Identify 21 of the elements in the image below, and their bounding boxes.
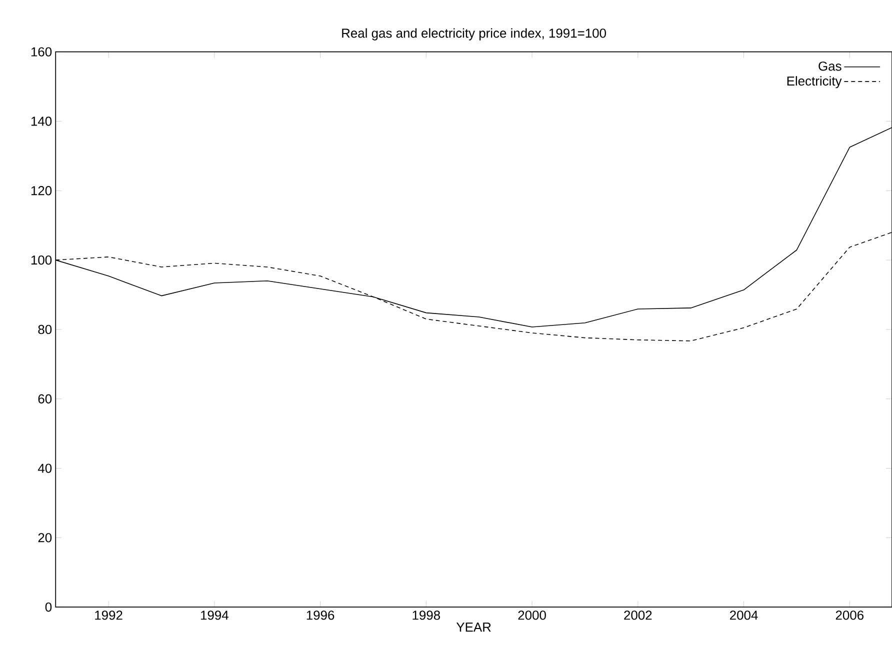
y-tick-label: 20	[38, 533, 52, 542]
y-tick-label: 0	[45, 602, 52, 612]
y-tick-label: 40	[38, 464, 52, 473]
x-tick-label: 2004	[730, 610, 758, 620]
x-tick-label: 1994	[200, 610, 228, 620]
y-tick-label: 100	[31, 256, 52, 265]
y-tick-label: 160	[31, 47, 52, 56]
y-tick-label: 120	[31, 186, 52, 196]
x-tick-label: 2002	[624, 610, 652, 620]
y-tick-label: 60	[38, 394, 52, 404]
x-tick-label: 2006	[836, 610, 864, 620]
chart-title: Real gas and electricity price index, 1991=100	[342, 28, 606, 40]
legend-label: Gas	[818, 62, 842, 71]
x-tick-label: 1998	[412, 610, 440, 620]
y-tick-label: 80	[38, 324, 52, 334]
y-tick-label: 140	[31, 116, 52, 126]
x-tick-label: 1996	[306, 610, 334, 620]
x-tick-label: 2000	[518, 610, 546, 620]
x-axis-title: YEAR	[456, 622, 491, 632]
legend-label: Electricity	[787, 76, 842, 88]
x-tick-label: 1992	[95, 610, 122, 620]
